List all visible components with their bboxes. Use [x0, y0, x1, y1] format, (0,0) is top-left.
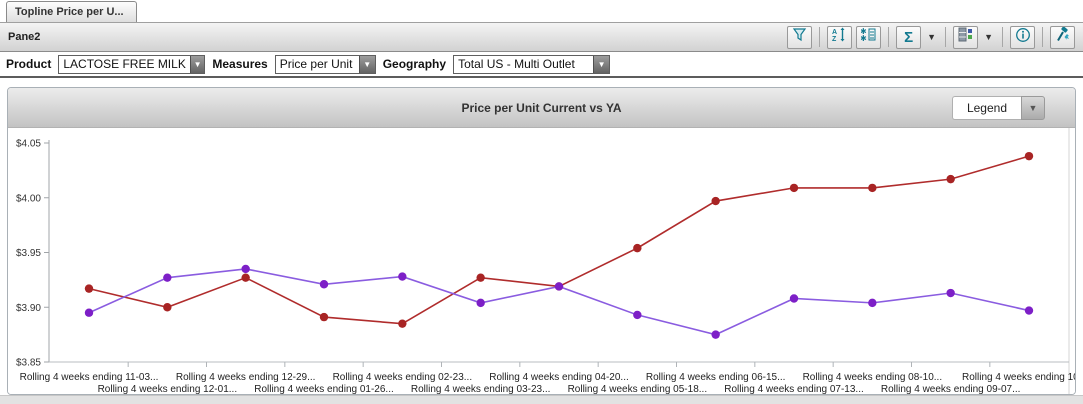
chevron-down-icon: ▼ [1021, 96, 1045, 120]
svg-text:Rolling 4 weeks ending 12-29..: Rolling 4 weeks ending 12-29... [176, 372, 316, 383]
toolbar-separator [1002, 27, 1003, 47]
sort-button[interactable]: A Z [827, 25, 853, 49]
svg-text:Rolling 4 weeks ending 10-0...: Rolling 4 weeks ending 10-0... [962, 372, 1076, 383]
page-background-strip [0, 395, 1083, 404]
aggregate-dropdown-caret[interactable]: ▼ [927, 32, 937, 42]
pane-title: Pane2 [8, 31, 41, 43]
info-button[interactable] [1010, 25, 1035, 49]
attribute-list-icon: ✱ ✱ [860, 27, 876, 47]
pane-toolbar: A Z ✱ ✱ Σ [787, 25, 1075, 49]
geography-label: Geography [382, 57, 447, 71]
chevron-down-icon[interactable]: ▼ [593, 55, 610, 73]
pane-header: Pane2 A Z [0, 22, 1083, 52]
aggregate-button[interactable]: Σ [896, 25, 922, 49]
layout-dropdown-caret[interactable]: ▼ [984, 32, 993, 42]
legend-dropdown-button[interactable]: Legend ▼ [951, 96, 1045, 120]
svg-text:✱: ✱ [861, 34, 867, 42]
grid-layout-icon [958, 27, 973, 47]
toolbar-separator [945, 27, 947, 47]
chart-header: Price per Unit Current vs YA Legend ▼ [8, 88, 1075, 128]
svg-text:Rolling 4 weeks ending 07-13..: Rolling 4 weeks ending 07-13... [724, 384, 864, 395]
geography-value: Total US - Multi Outlet [458, 57, 575, 71]
toolbar-separator [888, 27, 890, 47]
work-area: Price per Unit Current vs YA Legend ▼ $3… [0, 78, 1083, 395]
sigma-icon: Σ [904, 28, 914, 46]
geography-select[interactable]: Total US - Multi Outlet ▼ [453, 54, 611, 74]
svg-text:$3.95: $3.95 [16, 248, 41, 259]
chevron-down-icon[interactable]: ▼ [358, 55, 375, 73]
toolbar-separator [819, 27, 821, 47]
product-label: Product [6, 57, 52, 71]
svg-text:$4.00: $4.00 [16, 193, 41, 204]
attributes-button[interactable]: ✱ ✱ [856, 25, 882, 49]
chevron-down-icon[interactable]: ▼ [189, 55, 205, 73]
chart-title: Price per Unit Current vs YA [461, 100, 622, 115]
svg-text:$3.85: $3.85 [16, 358, 41, 369]
svg-text:✱: ✱ [861, 27, 867, 36]
svg-text:$4.05: $4.05 [16, 139, 41, 150]
tab-strip: Topline Price per U... [0, 0, 1083, 22]
svg-text:$3.90: $3.90 [16, 303, 41, 314]
design-button[interactable] [1050, 25, 1075, 49]
az-sort-icon: A Z [832, 27, 847, 47]
product-select[interactable]: LACTOSE FREE MILK ▼ [58, 54, 206, 74]
filter-button[interactable] [787, 25, 813, 49]
filter-bar: Product LACTOSE FREE MILK ▼ Measures Pri… [0, 52, 1083, 78]
svg-text:Rolling 4 weeks ending 03-23..: Rolling 4 weeks ending 03-23... [411, 384, 551, 395]
measures-value: Price per Unit [279, 57, 353, 71]
chart-plot-area: $3.85 $3.90 $3.95 $4.00 $4.05 Rolling 4 weeks… [8, 128, 1076, 395]
info-icon [1015, 27, 1031, 48]
design-tools-icon [1055, 25, 1071, 48]
svg-text:Rolling 4 weeks ending 08-10..: Rolling 4 weeks ending 08-10... [803, 372, 943, 383]
svg-text:Rolling 4 weeks ending 02-23..: Rolling 4 weeks ending 02-23... [333, 372, 473, 383]
funnel-icon [792, 27, 807, 47]
svg-text:Rolling 4 weeks ending 06-15..: Rolling 4 weeks ending 06-15... [646, 372, 786, 383]
svg-text:Rolling 4 weeks ending 04-20..: Rolling 4 weeks ending 04-20... [489, 372, 629, 383]
measures-select[interactable]: Price per Unit ▼ [274, 54, 376, 74]
svg-text:Rolling 4 weeks ending 05-18..: Rolling 4 weeks ending 05-18... [568, 384, 708, 395]
product-value: LACTOSE FREE MILK [63, 57, 186, 71]
measures-label: Measures [212, 57, 268, 71]
svg-text:Rolling 4 weeks ending 11-03..: Rolling 4 weeks ending 11-03... [20, 372, 159, 383]
chart-panel: Price per Unit Current vs YA Legend ▼ $3… [7, 87, 1076, 395]
price-chart-svg: $3.85 $3.90 $3.95 $4.00 $4.05 Rolling 4 weeks… [16, 128, 1076, 395]
svg-text:Z: Z [832, 36, 837, 42]
toolbar-separator [1042, 27, 1043, 47]
svg-text:Rolling 4 weeks ending 09-07..: Rolling 4 weeks ending 09-07... [881, 384, 1021, 395]
svg-text:A: A [832, 29, 837, 36]
layout-button[interactable] [953, 25, 979, 49]
svg-text:Rolling 4 weeks ending 01-26..: Rolling 4 weeks ending 01-26... [254, 384, 394, 395]
svg-text:Rolling 4 weeks ending 12-01..: Rolling 4 weeks ending 12-01... [98, 384, 238, 395]
tab-topline-price[interactable]: Topline Price per U... [6, 1, 137, 22]
legend-button-label: Legend [951, 96, 1021, 120]
tab-label: Topline Price per U... [15, 6, 124, 18]
